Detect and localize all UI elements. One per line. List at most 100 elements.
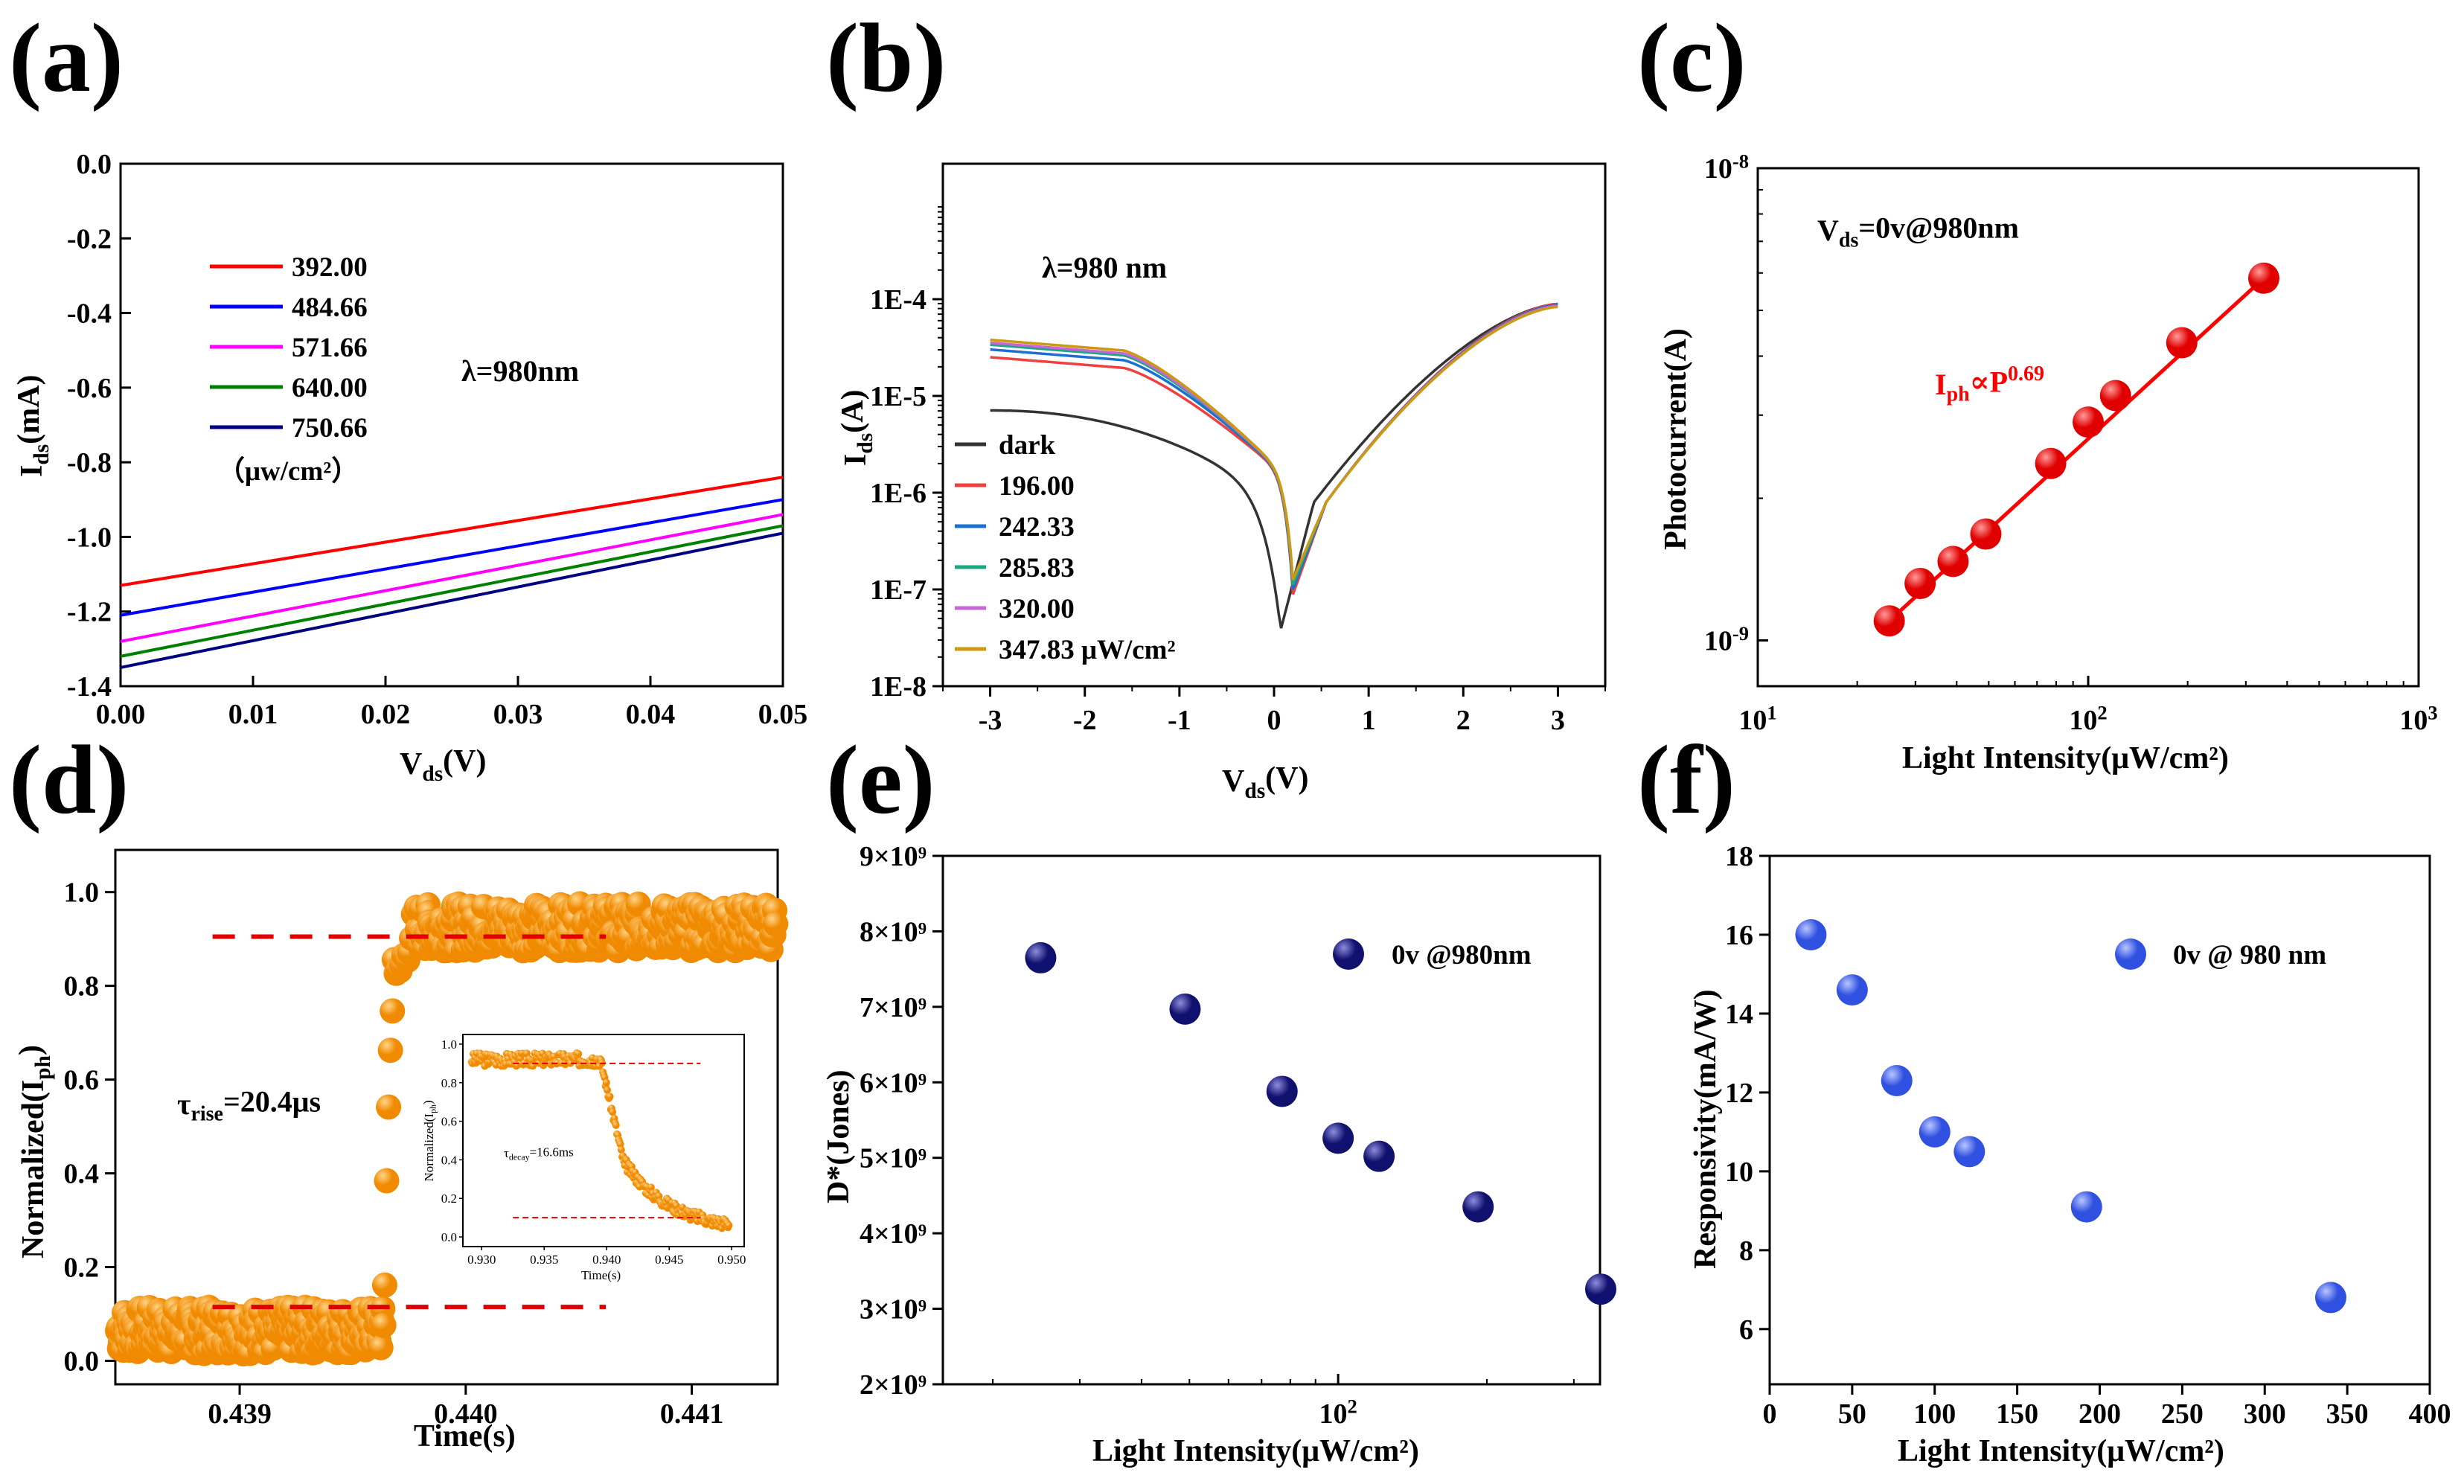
panel-f-xtick-label: 350 [2326, 1398, 2369, 1430]
panel-e-ytick-label: 7×10⁹ [860, 992, 927, 1023]
panel-b-ylabel-sub: ds [854, 433, 877, 454]
panel-d-inset-annotation-tail: =16.6ms [530, 1145, 574, 1159]
panel-c-annotation-tail: =0v@980nm [1858, 211, 2019, 244]
panel-d-inset-ylabel: Normalized(Iph) [420, 1100, 438, 1181]
panel-f-xtick-label: 200 [2079, 1398, 2121, 1430]
panel-a-xlabel-sub: ds [422, 762, 443, 786]
panel-d-letter: (d) [9, 725, 129, 834]
panel-d-xlabel: Time(s) [414, 1419, 516, 1453]
panel-c-ytick-label-base: 10 [1704, 153, 1732, 185]
panel-d-point [374, 1168, 400, 1194]
panel-b-legend-label: dark [999, 430, 1056, 461]
panel-a-xtick-label: 0.02 [361, 699, 411, 730]
panel-a-xlabel: Vds(V) [400, 744, 486, 786]
panel-d-ytick-label: 1.0 [64, 877, 100, 909]
panel-d-xtick-label: 0.440 [434, 1398, 498, 1430]
panel-a-xtick-label: 0.03 [493, 699, 543, 730]
panel-d-point [368, 1334, 394, 1360]
panel-b: (b) -3 -2 -1 0 1 2 3 1E-8 1E-7 1E-6 1E-5 1E-4 dark 196… [826, 3, 1607, 803]
panel-d-point [377, 1037, 403, 1064]
panel-d-inset-annotation-main: τ [504, 1146, 509, 1160]
panel-c-point [2073, 406, 2104, 438]
panel-e-xtick-label: 102 [1319, 1395, 1357, 1430]
panel-d-inset-ylabel-sub: ph [428, 1104, 438, 1113]
panel-a-xtick-label: 0.00 [96, 699, 146, 730]
panel-b-ytick-label: 1E-4 [870, 284, 927, 316]
panel-d-ylabel: Normalized(Iph) [13, 1045, 55, 1258]
panel-d-ytick-label: 0.8 [64, 971, 100, 1002]
panel-a-ytick-label: -0.2 [67, 223, 112, 255]
panel-d-inset-xtick-label: 0.930 [467, 1253, 496, 1267]
panel-e-ytick-label: 2×10⁹ [860, 1369, 927, 1401]
panel-c-point [2035, 447, 2067, 479]
panel-b-xlabel-main: V [1222, 764, 1244, 799]
panel-b-series-curve [990, 305, 1558, 581]
panel-a-legend-label: 750.66 [292, 413, 368, 444]
panel-d-point [763, 911, 789, 937]
panel-c-xtick-label-exp: 1 [1767, 702, 1776, 724]
panel-d-inset-ytick-label: 0.4 [441, 1153, 458, 1167]
panel-d-inset-ytick-label: 0.2 [441, 1192, 457, 1206]
panel-f-xtick-label: 50 [1838, 1398, 1866, 1430]
panel-c-point [2247, 262, 2279, 294]
panel-d-inset-ytick-label: 0.6 [441, 1115, 457, 1129]
panel-d-inset-point [606, 1093, 614, 1101]
panel-a-ytick-label: -1.4 [67, 671, 112, 703]
panel-f-point [1881, 1065, 1913, 1097]
panel-a-ytick-label: 0.0 [77, 149, 112, 180]
panel-a-annotation: λ=980nm [461, 354, 579, 388]
panel-c-letter: (c) [1637, 3, 1747, 112]
panel-e-ytick-label: 9×10⁹ [860, 841, 927, 872]
panel-d-annotation-main: τ [177, 1087, 191, 1121]
panel-c-ytick-label-exp: -8 [1732, 150, 1749, 173]
panel-b-legend-label: 347.83 μW/cm² [999, 635, 1176, 665]
panel-d-inset-ytick-label: 0.0 [441, 1230, 457, 1244]
panel-d-inset-xtick-label: 0.940 [592, 1253, 621, 1267]
panel-e: (e) 102 2×10⁹ 3×10⁹ 4×10⁹ 5×10⁹ 6×10⁹ 7×10⁹ 8×10… [822, 725, 1616, 1468]
panel-a-legend-unit: （μw/cm²） [217, 455, 359, 487]
panel-a-xtick-label: 0.01 [228, 699, 278, 730]
panel-c-ylabel: Photocurrent(A) [1659, 328, 1693, 550]
panel-e-point [1363, 1140, 1395, 1172]
panel-f-xtick-label: 400 [2409, 1398, 2451, 1430]
panel-b-xtick-label: -3 [979, 705, 1002, 736]
panel-d-ytick-label: 0.4 [64, 1159, 100, 1190]
panel-a-series-line [120, 498, 784, 617]
panel-b-xlabel: Vds(V) [1222, 761, 1308, 803]
panel-b-ylabel-main: I [839, 454, 873, 466]
panel-d-ytick-label: 0.2 [64, 1253, 100, 1284]
panel-e-xtick-label-exp: 2 [1347, 1395, 1357, 1418]
panel-f-xtick-label: 300 [2244, 1398, 2286, 1430]
panel-d-ylabel-sub: ph [31, 1055, 55, 1080]
panel-a: (a) 0.00 0.01 0.02 0.03 0.04 0.05 0.0 -0.2 -0.4 -0… [9, 3, 807, 786]
panel-f-point [1836, 974, 1868, 1006]
panel-d-ylabel-main: Normalized(I [16, 1080, 51, 1258]
panel-d-inset-point [566, 1059, 575, 1067]
panel-c-xtick-label-exp: 3 [2428, 702, 2437, 724]
panel-d-inset-point [602, 1078, 610, 1087]
panel-e-ytick-label: 5×10⁹ [860, 1143, 927, 1174]
panel-d-inset-ylabel-main: Normalized(I [422, 1113, 436, 1182]
panel-b-ytick-label: 1E-7 [870, 575, 927, 606]
panel-c-point [1904, 568, 1936, 600]
panel-d-inset-xlabel: Time(s) [581, 1268, 621, 1282]
panel-c-annotation: Vds=0v@980nm [1817, 211, 2019, 252]
panel-d-xtick-label: 0.439 [208, 1398, 272, 1430]
panel-a-series-line [120, 524, 784, 658]
panel-a-series-line [120, 513, 784, 643]
panel-d-inset-point [612, 1122, 620, 1130]
panel-a-xlabel-main: V [400, 747, 422, 781]
panel-c-annotation-sub: ds [1839, 228, 1859, 252]
panel-f-xtick-label: 100 [1913, 1398, 1956, 1430]
panel-b-series-curve [990, 302, 1558, 629]
panel-c-xlabel: Light Intensity(μW/cm²) [1902, 741, 2229, 775]
panel-c-xtick-label-exp: 2 [2097, 702, 2107, 724]
panel-d-inset-point [575, 1049, 583, 1058]
panel-a-series-line [120, 531, 784, 669]
panel-a-ytick-label: -1.2 [67, 597, 112, 628]
panel-a-xtick-label: 0.05 [758, 699, 808, 730]
panel-d-inset-point [616, 1140, 624, 1148]
panel-b-xlabel-tail: (V) [1265, 761, 1308, 796]
panel-a-ylabel-main: I [15, 465, 49, 477]
